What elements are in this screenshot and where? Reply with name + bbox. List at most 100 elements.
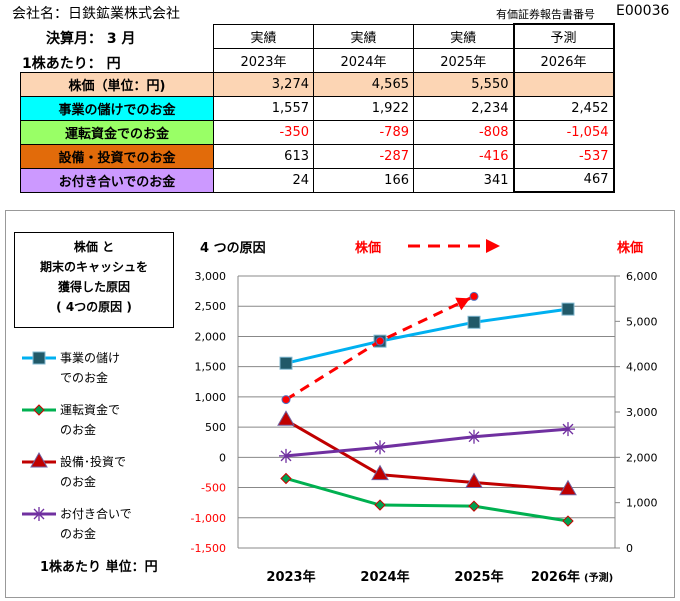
- cell-value: 4,565: [313, 71, 414, 97]
- y-left-tick-label: 500: [205, 421, 226, 434]
- y-left-tick-label: 1,000: [195, 391, 227, 404]
- cell-value: -1,054: [512, 119, 615, 145]
- y-left-tick-label: -1,000: [191, 512, 226, 525]
- fiscal-month: 決算月： 3 月: [46, 31, 136, 47]
- company-name: 会社名：日鉄鉱業株式会社: [12, 6, 180, 22]
- cell-value: [512, 71, 615, 97]
- table-row: 事業の儲けでのお金 1,557 1,922 2,234 2,452: [20, 95, 615, 121]
- y-left-tick-label: 2,000: [195, 330, 227, 343]
- legend-label: でのお金: [60, 370, 108, 385]
- y-left-tick-label: 1,500: [195, 361, 227, 374]
- report-number: E00036: [616, 3, 670, 19]
- star-marker: [33, 508, 45, 520]
- report-number-label: 有価証券報告書番号: [496, 8, 595, 21]
- triangle-marker: [465, 472, 483, 488]
- col-year: 2026年: [512, 47, 615, 73]
- chart-frame: [5, 210, 675, 598]
- row-label: 運転資金でのお金: [20, 119, 214, 145]
- row-label: 設備・投資でのお金: [20, 143, 214, 169]
- legend-label: のお金: [60, 422, 96, 437]
- star-marker: [374, 441, 386, 453]
- y-right-tick-label: 0: [626, 542, 633, 555]
- y-left-tick-label: -500: [201, 482, 226, 495]
- y-right-tick-label: 2,000: [626, 451, 658, 464]
- legend-label: 事業の儲け: [60, 351, 120, 365]
- cell-value: 341: [413, 167, 514, 193]
- square-marker: [32, 351, 46, 365]
- price-legend-label: 株価: [355, 240, 381, 256]
- right-axis-title: 株価: [617, 240, 643, 256]
- y-right-tick-label: 1,000: [626, 497, 658, 510]
- diamond-marker: [562, 515, 574, 527]
- unit-note: 1株あたり 単位：円: [40, 560, 158, 575]
- diamond-marker: [33, 404, 45, 416]
- triangle-marker: [371, 464, 389, 481]
- price-legend-arrow-head: [486, 239, 500, 253]
- cell-value: 467: [512, 167, 615, 193]
- cell-value: 166: [313, 167, 414, 193]
- legend-label: 運転資金で: [60, 402, 120, 417]
- chart-description-box: 株価 と 期末のキャッシュを 獲得した原因 ( 4つの原因 ): [14, 232, 174, 328]
- per-share-unit: 1株あたり： 円: [22, 56, 121, 72]
- y-right-tick-label: 4,000: [626, 361, 658, 374]
- y-left-tick-label: 2,500: [195, 300, 227, 313]
- circle-marker: [469, 291, 479, 301]
- financial-table: 実績 実績 実績 予測 2023年 2024年 2025年 2026年 株価（単…: [20, 23, 615, 193]
- cell-value: 2,452: [512, 95, 615, 121]
- x-tick-suffix: (予測): [584, 571, 613, 584]
- col-type: 実績: [213, 23, 314, 49]
- desc-line: 獲得した原因: [57, 280, 130, 294]
- series-line-0: [285, 307, 569, 365]
- col-year: 2023年: [213, 47, 314, 73]
- col-type: 実績: [313, 23, 414, 49]
- price-arrow-head: [455, 297, 470, 311]
- col-type: 実績: [413, 23, 514, 49]
- y-right-tick-label: 6,000: [626, 270, 658, 283]
- y-left-tick-label: -1,500: [191, 542, 226, 555]
- x-tick-label: 2026年: [531, 569, 580, 585]
- desc-line: 株価 と: [73, 240, 115, 254]
- square-marker: [467, 315, 481, 329]
- y-left-tick-label: 0: [219, 451, 226, 464]
- triangle-marker: [30, 451, 48, 468]
- row-label: お付き合いでのお金: [20, 167, 214, 193]
- triangle-marker: [559, 479, 577, 496]
- cell-value: 1,922: [313, 95, 414, 121]
- desc-line: 期末のキャッシュを: [39, 260, 148, 274]
- col-type: 予測: [512, 23, 615, 49]
- square-marker: [279, 356, 293, 370]
- diamond-marker: [468, 500, 480, 512]
- series-line-3: [285, 427, 569, 458]
- x-tick-label: 2025年: [454, 569, 503, 585]
- cell-value: 5,550: [413, 71, 514, 97]
- circle-marker: [375, 336, 385, 346]
- series-line-2: [285, 418, 569, 492]
- cell-value: 3,274: [213, 71, 314, 97]
- star-marker: [468, 431, 480, 443]
- y-right-tick-label: 3,000: [626, 406, 658, 419]
- cell-value: 24: [213, 167, 314, 193]
- chart-subtitle: 4 つの原因: [200, 241, 266, 256]
- star-marker: [562, 423, 574, 435]
- legend-label: 設備･投資で: [60, 454, 126, 469]
- series-line-4: [285, 295, 475, 401]
- diamond-marker: [374, 499, 386, 511]
- cell-value: 2,234: [413, 95, 514, 121]
- circle-marker: [281, 395, 291, 405]
- table-row: 設備・投資でのお金 613 -287 -416 -537: [20, 143, 615, 169]
- cell-value: -287: [313, 143, 414, 169]
- star-marker: [280, 450, 292, 462]
- triangle-marker: [277, 410, 295, 426]
- diamond-marker: [280, 472, 292, 485]
- x-tick-label: 2024年: [360, 569, 409, 585]
- cell-value: -537: [512, 143, 615, 169]
- table-row: お付き合いでのお金 24 166 341 467: [20, 167, 615, 193]
- legend-label: のお金: [60, 526, 96, 541]
- square-marker: [561, 302, 575, 316]
- y-left-tick-label: 3,000: [195, 270, 227, 283]
- legend-label: のお金: [60, 474, 96, 489]
- x-tick-label: 2023年: [266, 569, 315, 585]
- y-right-tick-label: 5,000: [626, 315, 658, 328]
